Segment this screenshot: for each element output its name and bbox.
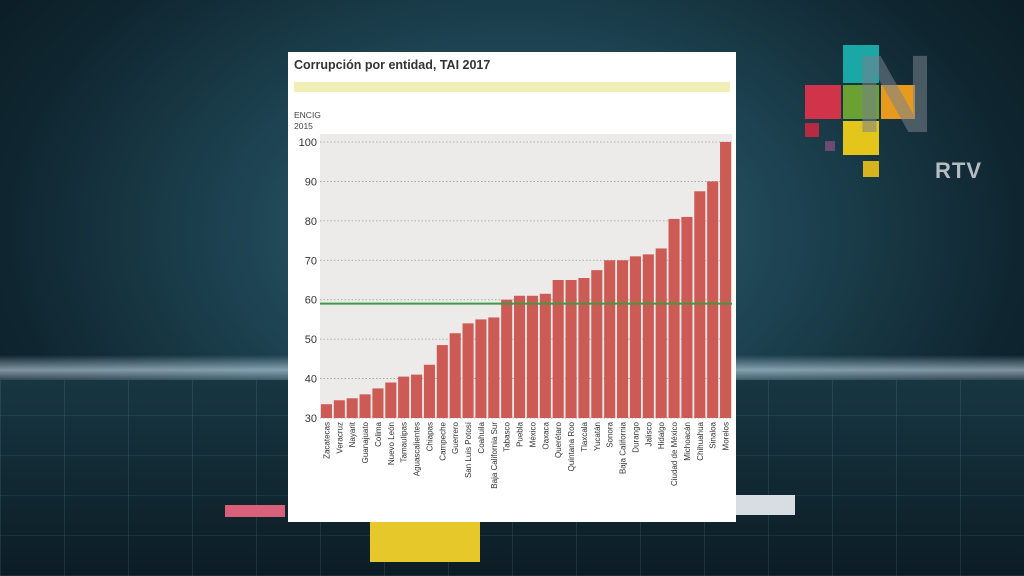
bar (565, 280, 577, 418)
y-axis-label-line1: ENCIG (294, 110, 321, 120)
x-tick-label: Chiapas (425, 422, 434, 451)
bar (629, 256, 641, 418)
bar (591, 270, 603, 418)
bar (617, 260, 629, 418)
bar (333, 400, 345, 418)
chart-title: Corrupción por entidad, TAI 2017 (294, 58, 491, 72)
x-tick-label: Tlaxcala (580, 421, 589, 451)
x-tick-label: Tabasco (503, 421, 512, 451)
x-tick-label: Tamaulipas (400, 422, 409, 462)
bar (642, 254, 654, 418)
x-tick-label: San Luis Potosí (464, 421, 473, 478)
x-tick-label: Baja California (619, 421, 628, 474)
bar (655, 248, 667, 418)
bar (411, 374, 423, 418)
bar (320, 404, 332, 418)
x-tick-label: Hidalgo (657, 421, 666, 449)
bar (526, 295, 538, 418)
bar (668, 218, 680, 418)
logo-text: RTV (935, 158, 982, 183)
bar (359, 394, 371, 418)
x-tick-label: México (528, 421, 537, 447)
bar (681, 216, 693, 418)
y-tick-label: 60 (305, 295, 317, 307)
bar (449, 333, 461, 418)
x-tick-label: Oaxaca (541, 421, 550, 449)
logo-n-letter: N (855, 33, 935, 156)
bar (462, 323, 474, 418)
x-tick-label: Chihuahua (696, 421, 705, 460)
bar (578, 278, 590, 418)
x-tick-labels: Zacatecas Veracruz Nayarit Guanajuato Colima… (322, 421, 730, 488)
x-tick-label: Coahuila (477, 421, 486, 453)
background-tile-pink (225, 505, 285, 517)
x-tick-label: Sinaloa (709, 421, 718, 448)
bar (552, 280, 564, 418)
bar (539, 293, 551, 418)
x-tick-label: Ciudad de México (670, 421, 679, 486)
y-tick-label: 70 (305, 255, 317, 267)
x-tick-label: Campeche (438, 421, 447, 460)
y-tick-label: 40 (305, 374, 317, 386)
x-tick-label: Nayarit (348, 421, 357, 447)
bar (346, 398, 358, 418)
x-tick-label: Sonora (606, 421, 615, 447)
y-tick-label: 80 (305, 216, 317, 228)
bar (423, 364, 435, 418)
bar (720, 142, 732, 418)
x-tick-label: Colima (374, 421, 383, 446)
x-tick-label: Morelos (722, 422, 731, 450)
y-tick-label: 30 (305, 413, 317, 425)
x-tick-label: Puebla (516, 421, 525, 446)
rtv-logo (805, 45, 1005, 185)
bar (707, 181, 719, 418)
chart-panel: Corrupción por entidad, TAI 2017 ENCIG 2… (288, 52, 736, 522)
x-tick-label: Nuevo León (387, 422, 396, 465)
bar-chart: ENCIG 2015 30 40 50 60 70 80 90 100 Zacatecas Ve… (294, 110, 732, 489)
x-tick-label: Veracruz (335, 422, 344, 454)
y-tick-label: 90 (305, 176, 317, 188)
bar (514, 295, 526, 418)
y-tick-label: 100 (299, 137, 317, 149)
bar (385, 382, 397, 418)
x-tick-label: Aguascalientes (413, 422, 422, 476)
bar (501, 299, 513, 418)
x-tick-label: Jalisco (644, 421, 653, 446)
x-tick-label: Michoacán (683, 422, 692, 461)
x-tick-label: Guerrero (451, 421, 460, 454)
bar (604, 260, 616, 418)
x-tick-label: Zacatecas (322, 422, 331, 459)
x-tick-label: Querétaro (554, 421, 563, 458)
bar (488, 317, 500, 418)
bar (398, 376, 410, 418)
x-tick-label: Yucatán (593, 422, 602, 451)
y-tick-label: 50 (305, 334, 317, 346)
y-axis-label-line2: 2015 (294, 121, 313, 131)
bars (320, 142, 732, 418)
x-tick-label: Baja California Sur (490, 422, 499, 489)
title-highlight-band (294, 82, 730, 92)
x-tick-label: Quintana Roo (567, 421, 576, 471)
bar (475, 319, 487, 418)
background-tile-yellow (370, 522, 480, 562)
x-tick-label: Guanajuato (361, 421, 370, 463)
x-tick-label: Durango (631, 421, 640, 452)
background-tile-white (735, 495, 795, 515)
bar (372, 388, 384, 418)
bar (436, 345, 448, 418)
y-tick-labels: 30 40 50 60 70 80 90 100 (299, 137, 317, 425)
